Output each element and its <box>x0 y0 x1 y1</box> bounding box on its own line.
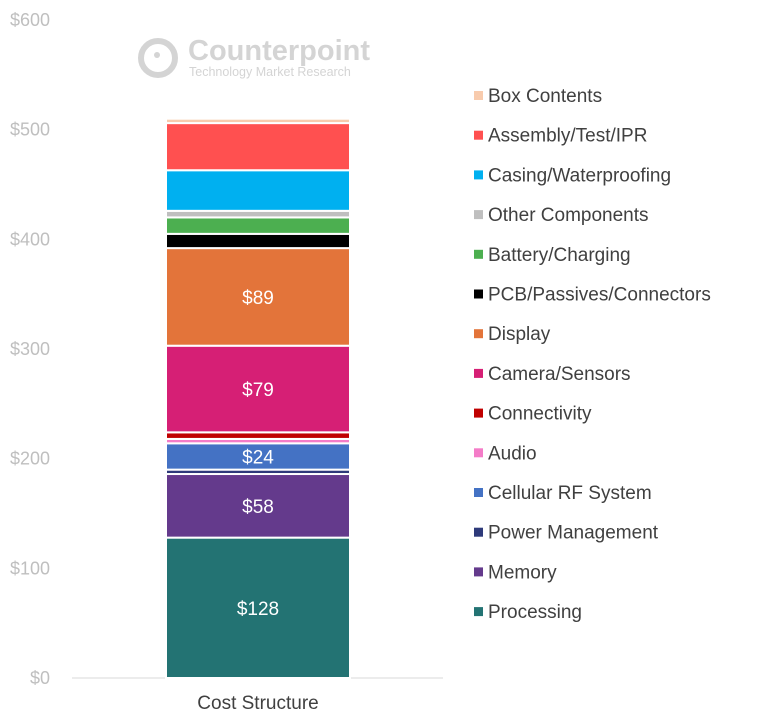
legend-swatch <box>474 368 483 378</box>
bar-segment-memory <box>165 473 351 539</box>
legend-label: Battery/Charging <box>488 245 631 266</box>
legend-label: Processing <box>488 602 582 623</box>
legend-swatch <box>474 210 483 220</box>
legend-item: Connectivity <box>474 404 592 425</box>
y-tick-label: $0 <box>30 668 50 688</box>
data-label: $89 <box>242 288 274 309</box>
bar-segment-display <box>165 247 351 347</box>
data-label: $58 <box>242 497 274 518</box>
legend-item: Cellular RF System <box>474 483 652 504</box>
y-tick-label: $100 <box>10 558 50 578</box>
legend-label: Camera/Sensors <box>488 364 631 385</box>
y-tick-label: $600 <box>10 10 50 30</box>
bar-segment-processing <box>165 536 351 679</box>
legend-label: Power Management <box>488 523 659 544</box>
logo-dot <box>154 52 160 58</box>
legend-item: Other Components <box>474 205 649 226</box>
bar-segment-casing-waterproofing <box>165 169 351 212</box>
y-tick-label: $300 <box>10 339 50 359</box>
bar-segment-assembly-test-ipr <box>165 122 351 172</box>
legend-item: Memory <box>474 562 557 583</box>
legend-item: Assembly/Test/IPR <box>474 126 647 147</box>
legend-label: Display <box>488 324 551 345</box>
legend-label: Audio <box>488 443 537 464</box>
legend-swatch <box>474 488 483 497</box>
legend-swatch <box>474 249 483 259</box>
legend-item: Power Management <box>474 523 659 544</box>
y-tick-label: $200 <box>10 449 50 469</box>
legend-swatch <box>474 130 483 140</box>
y-axis: $0 $100 $200 $300 $400 $500 $600 <box>10 10 50 688</box>
legend-swatch <box>474 170 483 180</box>
bar-segments <box>165 117 351 679</box>
legend-label: Cellular RF System <box>488 483 652 504</box>
legend: Box Contents Assembly/Test/IPR Casing/Wate… <box>474 86 711 623</box>
legend-label: Memory <box>488 562 557 583</box>
legend-item: Audio <box>474 443 537 464</box>
legend-swatch <box>474 567 483 577</box>
bar-segment-cellular-rf-system <box>165 442 351 471</box>
legend-swatch <box>474 448 483 458</box>
bar-segment-pcb-passives-connectors <box>165 232 351 250</box>
legend-item: Camera/Sensors <box>474 364 631 385</box>
y-tick-label: $400 <box>10 229 50 249</box>
legend-swatch <box>474 607 483 617</box>
legend-label: Assembly/Test/IPR <box>488 126 647 147</box>
bar-segment-battery-charging <box>165 216 351 235</box>
legend-item: Battery/Charging <box>474 245 631 266</box>
legend-label: Casing/Waterproofing <box>488 165 671 186</box>
logo-icon <box>138 38 178 78</box>
legend-label: PCB/Passives/Connectors <box>488 285 711 306</box>
bar-segment-box-contents <box>165 117 351 125</box>
legend-item: Display <box>474 324 551 345</box>
legend-label: Other Components <box>488 205 649 226</box>
data-label: $79 <box>242 380 274 401</box>
x-category-label: Cost Structure <box>197 693 318 714</box>
legend-swatch <box>474 329 483 339</box>
legend-item: Processing <box>474 602 582 623</box>
legend-label: Connectivity <box>488 404 592 425</box>
legend-item: Casing/Waterproofing <box>474 165 671 186</box>
logo-title: Counterpoint <box>188 35 370 67</box>
legend-swatch <box>474 289 483 299</box>
legend-label: Box Contents <box>488 86 602 107</box>
data-label: $128 <box>237 599 279 620</box>
data-labels: $128 $58 $24 $79 $89 <box>237 288 279 620</box>
data-label: $24 <box>242 447 274 468</box>
legend-swatch <box>474 408 483 418</box>
legend-item: Box Contents <box>474 86 602 107</box>
watermark-logo: Counterpoint Technology Market Research <box>138 35 370 79</box>
legend-swatch <box>474 91 483 100</box>
legend-item: PCB/Passives/Connectors <box>474 285 711 306</box>
legend-swatch <box>474 527 483 537</box>
y-tick-label: $500 <box>10 120 50 140</box>
logo-subtitle: Technology Market Research <box>189 65 351 79</box>
